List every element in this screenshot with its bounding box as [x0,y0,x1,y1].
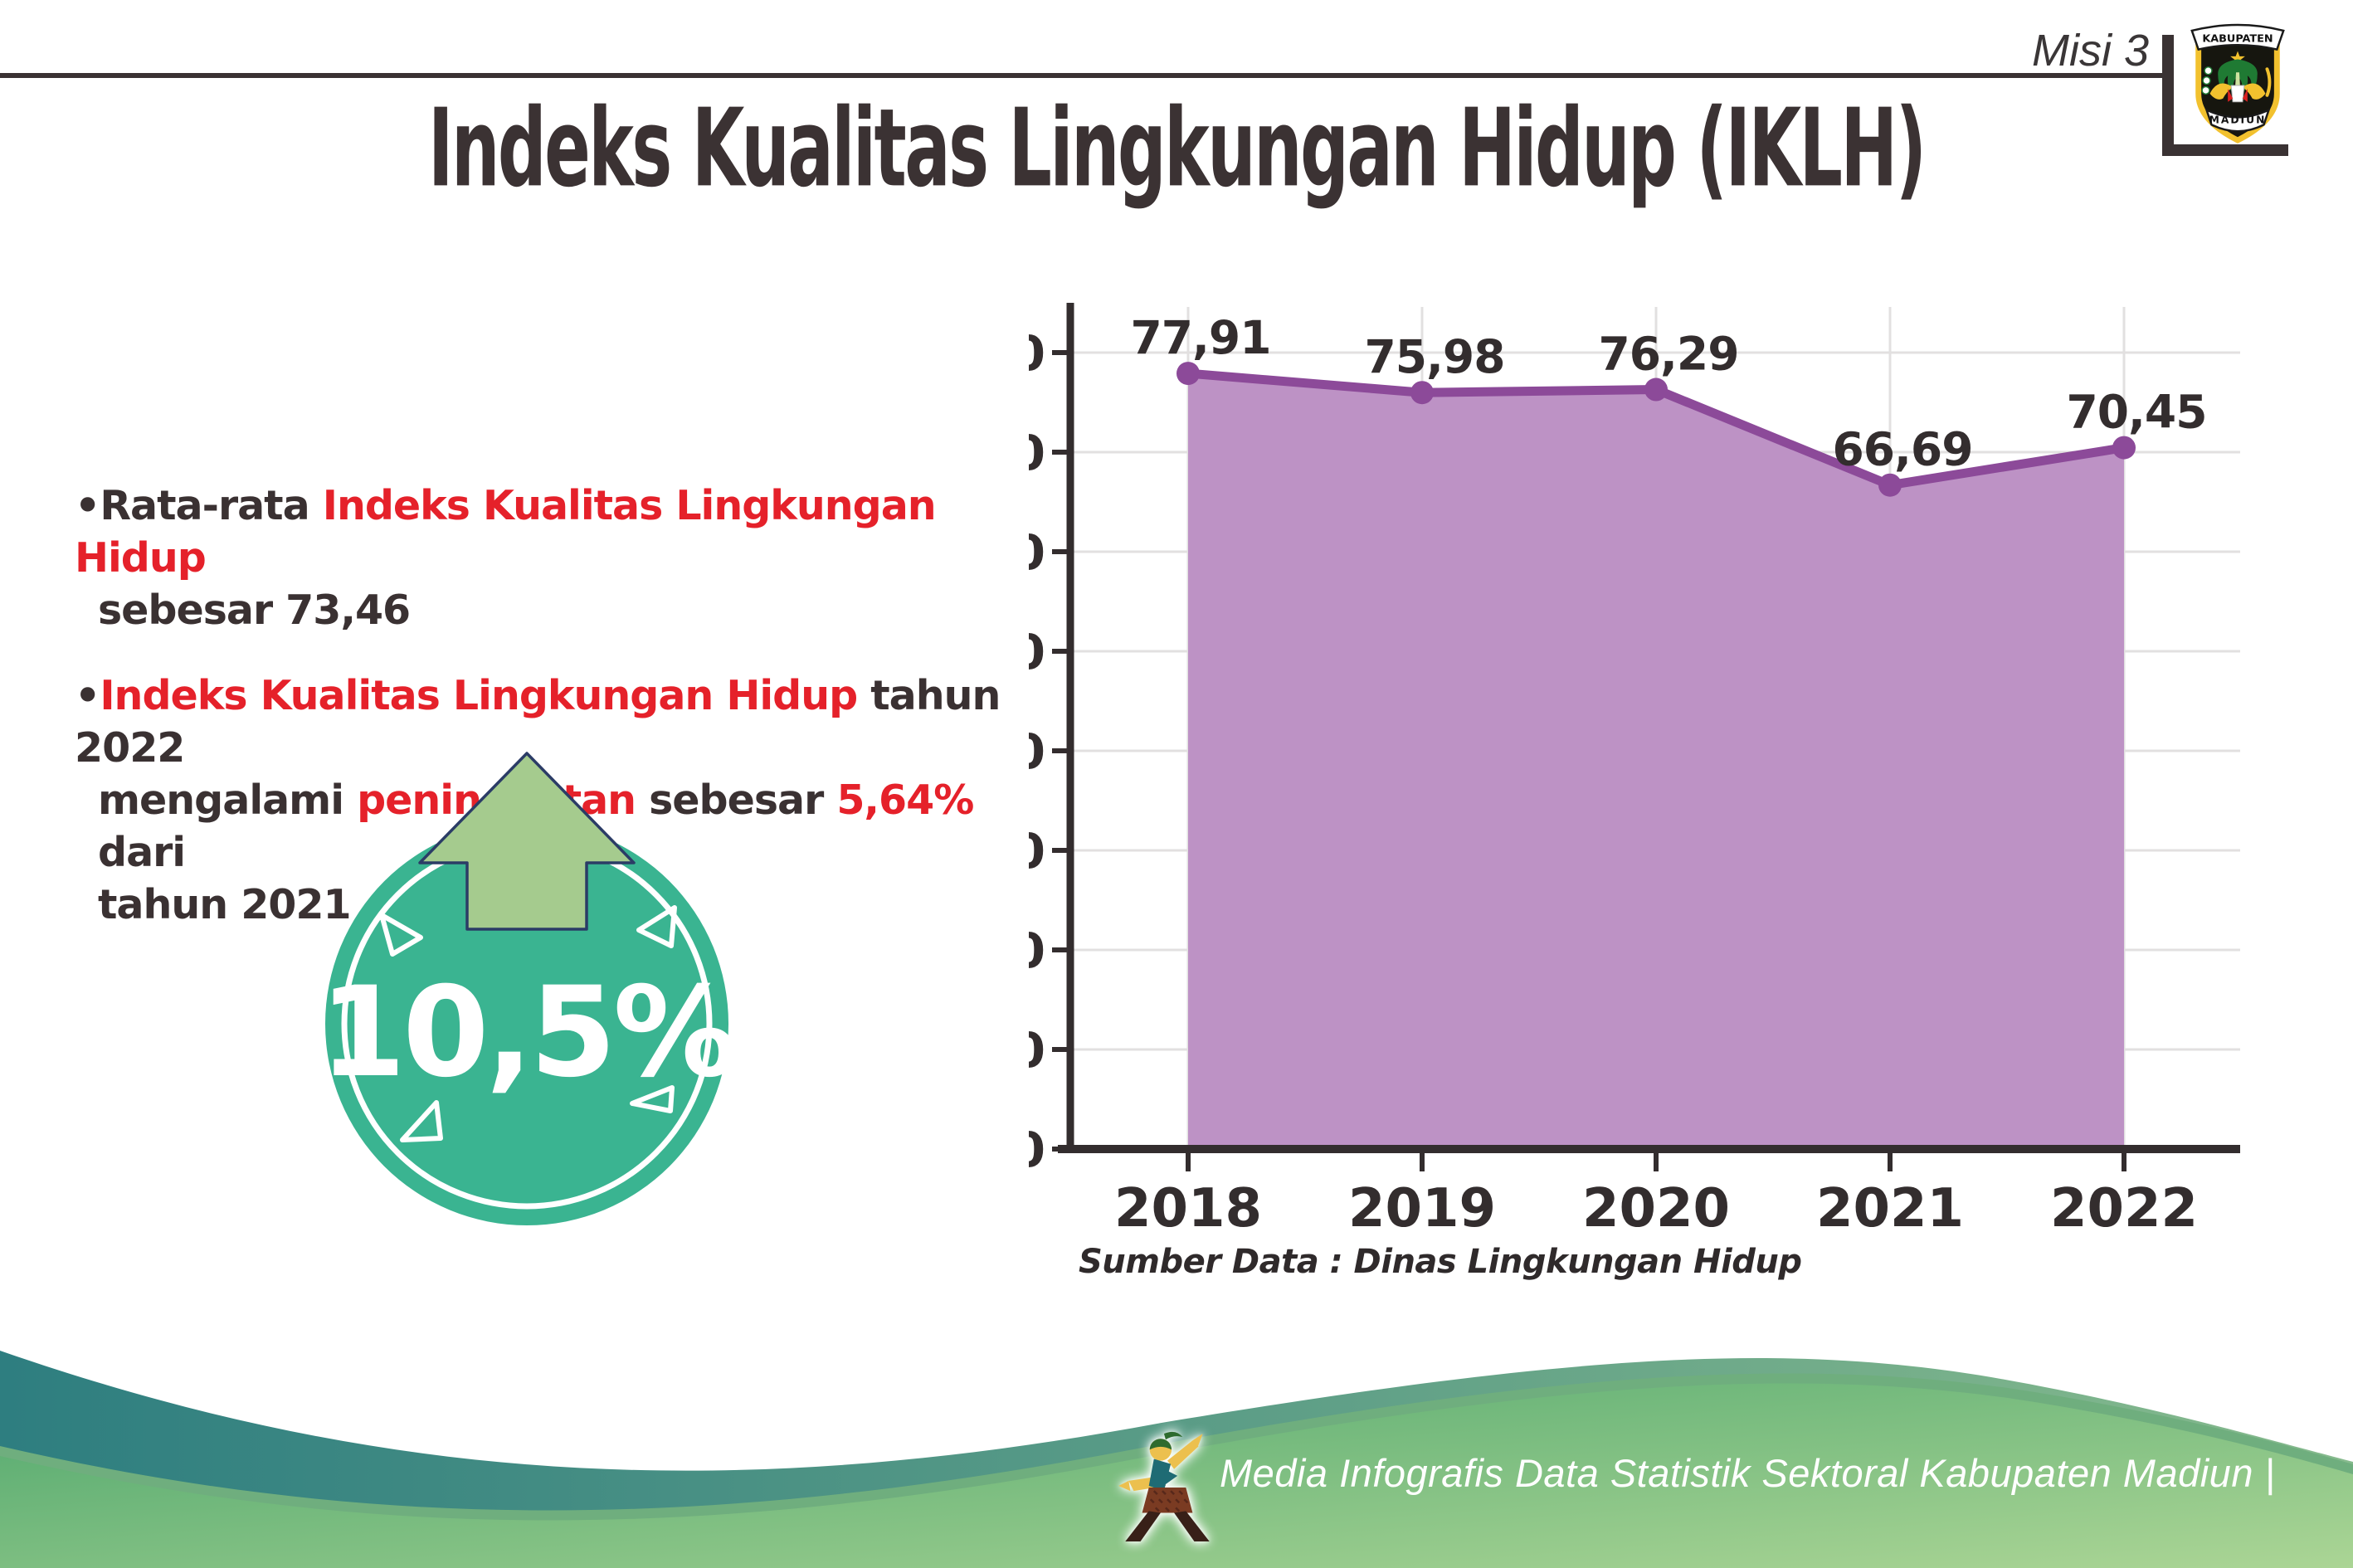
y-tick-label: 0 [1029,1122,1045,1178]
bullet-line: mengalami peningkatan sebesar 5,64% dari [98,777,974,876]
logo-banner-bottom [2204,108,2271,133]
logo-wing-left-icon [2209,83,2234,100]
source-note: Sumber Data : Dinas Lingkungan Hidup [1079,1243,1802,1281]
y-tick-label: 30 [1029,823,1045,879]
data-label: 76,29 [1599,328,1739,381]
logo-frame-vertical [2162,35,2174,156]
footer-credit: Media Infografis Data Statistik Sektoral… [1220,1451,2276,1495]
burst-triangle-icon [630,1085,675,1113]
dancer-mascot-icon [1118,1431,1210,1541]
logo-cotton-icon [2201,85,2210,95]
data-label: 77,91 [1131,311,1271,364]
y-tick-label: 80 [1029,325,1045,382]
burst-triangle-icon [636,905,677,948]
logo-bottom-text: MADIUN [2209,114,2267,125]
logo-frame-horizontal [2162,144,2288,156]
data-point [1878,473,1902,497]
badge-circle [325,822,728,1225]
logo-flame-right [2242,88,2248,102]
area-fill [1188,373,2124,1149]
logo-flame-left [2228,88,2234,102]
data-point [1410,381,1434,405]
bullet-average-iklh: •Rata-rata Indeks Kualitas Lingkungan Hi… [75,480,1004,636]
data-point [1176,362,1200,386]
data-point [2112,436,2136,460]
bullet-line: sebesar 73,46 [98,587,411,634]
y-tick-label: 50 [1029,624,1045,680]
y-tick-label: 20 [1029,923,1045,979]
x-tick-label: 2020 [1582,1178,1730,1239]
x-tick-label: 2019 [1348,1178,1496,1239]
badge-value: 10,5% [319,961,734,1105]
up-arrow-icon [418,752,636,931]
y-tick-label: 60 [1029,524,1045,581]
data-label: 70,45 [2067,386,2207,439]
y-tick-label: 10 [1029,1022,1045,1079]
page-title: Indeks Kualitas Lingkungan Hidup (IKLH) [428,85,1927,212]
data-label: 66,69 [1833,423,1973,476]
bullet-line: •Indeks Kualitas Lingkungan Hidup tahun … [75,672,1001,772]
logo-top-text: KABUPATEN [2202,33,2273,46]
y-tick-label: 40 [1029,723,1045,780]
logo-wing-right-icon [2242,83,2266,100]
header-rule [0,73,2162,78]
logo-cotton-icon [2202,75,2211,85]
burst-triangle-icon [379,913,423,957]
data-label: 75,98 [1365,330,1505,383]
iklh-area-chart: 0 10 20 30 40 50 60 70 80 2018 2019 2020 2021 2022 77,… [1029,303,2240,1239]
logo-cotton-icon [2204,66,2213,75]
bullet-line: tahun 2021 [98,881,352,928]
x-tick-label: 2021 [1816,1178,1964,1239]
increase-badge: 10,5% [319,752,734,1225]
data-point [1644,377,1668,402]
kabupaten-madiun-logo: KABUPATEN MADIUN [2190,23,2285,144]
logo-star-icon [2230,51,2245,65]
summary-bullets: •Rata-rata Indeks Kualitas Lingkungan Hi… [75,480,1004,931]
logo-paddy-icon [2265,67,2272,97]
x-tick-label: 2018 [1114,1178,1262,1239]
logo-banner-top [2190,23,2285,51]
x-tick-label: 2022 [2050,1178,2198,1239]
bullet-iklh-2022: •Indeks Kualitas Lingkungan Hidup tahun … [75,670,1004,931]
misi-label: Misi 3 [2031,26,2149,75]
bullet-line: •Rata-rata Indeks Kualitas Lingkungan Hi… [75,482,937,582]
burst-triangle-icon [400,1100,443,1142]
y-tick-label: 70 [1029,425,1045,481]
logo-center-shield [2230,85,2245,103]
